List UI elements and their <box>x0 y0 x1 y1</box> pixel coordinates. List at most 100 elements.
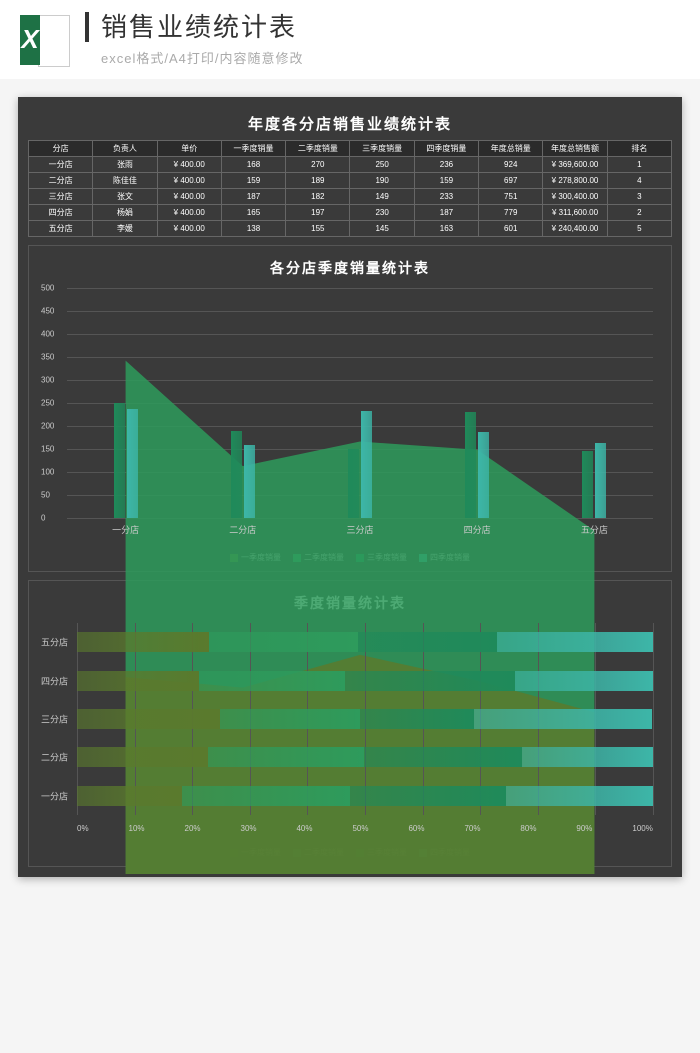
table-header: 年度总销售额 <box>543 141 607 157</box>
x-tick: 100% <box>632 824 652 833</box>
table-cell: 二分店 <box>29 173 93 189</box>
table-header: 年度总销量 <box>479 141 543 157</box>
table-cell: 230 <box>350 205 414 221</box>
bar-segment <box>522 747 653 767</box>
table-cell: 5 <box>607 221 671 237</box>
table-cell: 187 <box>414 205 478 221</box>
table-cell: 779 <box>479 205 543 221</box>
bar-segment <box>364 747 521 767</box>
main-content: 年度各分店销售业绩统计表 分店负责人单价一季度销量二季度销量三季度销量四季度销量… <box>0 79 700 895</box>
page-title: 销售业绩统计表 <box>85 12 680 42</box>
x-label: 一分店 <box>112 523 139 536</box>
chart1: 050100150200250300350400450500 一分店二分店三分店… <box>67 288 653 548</box>
bar-segment <box>358 632 497 652</box>
table-cell: 165 <box>221 205 285 221</box>
table-cell: 924 <box>479 157 543 173</box>
table-row: 五分店李媛¥ 400.00138155145163601¥ 240,400.00… <box>29 221 672 237</box>
table-cell: 138 <box>221 221 285 237</box>
y-tick: 150 <box>41 445 54 454</box>
y-tick: 350 <box>41 353 54 362</box>
table-cell: 189 <box>286 173 350 189</box>
stacked-bar-row: 三分店 <box>77 709 653 729</box>
x-tick: 70% <box>464 824 480 833</box>
table-cell: ¥ 400.00 <box>157 189 221 205</box>
table-header: 四季度销量 <box>414 141 478 157</box>
bar <box>127 409 138 518</box>
table-cell: ¥ 300,400.00 <box>543 189 607 205</box>
x-tick: 40% <box>296 824 312 833</box>
table-cell: 159 <box>221 173 285 189</box>
bar-group <box>465 412 489 518</box>
y-tick: 50 <box>41 491 50 500</box>
y-tick: 300 <box>41 376 54 385</box>
y-tick: 250 <box>41 399 54 408</box>
x-label: 四分店 <box>464 523 491 536</box>
table-cell: 751 <box>479 189 543 205</box>
y-tick: 500 <box>41 284 54 293</box>
table-cell: ¥ 400.00 <box>157 221 221 237</box>
table-cell: ¥ 278,800.00 <box>543 173 607 189</box>
table-header: 负责人 <box>93 141 157 157</box>
chart1-bars <box>67 288 653 518</box>
y-label: 三分店 <box>41 712 68 725</box>
bar <box>231 431 242 518</box>
table-row: 三分店张文¥ 400.00187182149233751¥ 300,400.00… <box>29 189 672 205</box>
y-tick: 400 <box>41 330 54 339</box>
x-tick: 80% <box>520 824 536 833</box>
y-tick: 100 <box>41 468 54 477</box>
y-tick: 0 <box>41 514 45 523</box>
table-cell: 一分店 <box>29 157 93 173</box>
table-cell: 三分店 <box>29 189 93 205</box>
y-label: 四分店 <box>41 674 68 687</box>
x-label: 五分店 <box>581 523 608 536</box>
table-cell: 163 <box>414 221 478 237</box>
y-label: 一分店 <box>41 789 68 802</box>
chart2-xlabels: 0%10%20%30%40%50%60%70%80%90%100% <box>77 824 653 833</box>
x-tick: 30% <box>241 824 257 833</box>
stacked-bar-row: 一分店 <box>77 786 653 806</box>
x-tick: 90% <box>576 824 592 833</box>
table-cell: ¥ 400.00 <box>157 173 221 189</box>
bar-group <box>348 411 372 518</box>
table-cell: ¥ 369,600.00 <box>543 157 607 173</box>
x-tick: 50% <box>352 824 368 833</box>
chart2-rows: 五分店四分店三分店二分店一分店 <box>77 623 653 815</box>
x-tick: 20% <box>185 824 201 833</box>
bar <box>478 432 489 518</box>
page-subtitle: excel格式/A4打印/内容随意修改 <box>85 48 680 67</box>
bar-segment <box>506 786 653 806</box>
excel-sheet: 年度各分店销售业绩统计表 分店负责人单价一季度销量二季度销量三季度销量四季度销量… <box>18 97 682 877</box>
bar-group <box>114 403 138 518</box>
table-cell: 236 <box>414 157 478 173</box>
bar-segment <box>77 709 220 729</box>
table-cell: 四分店 <box>29 205 93 221</box>
table-cell: 4 <box>607 173 671 189</box>
table-cell: 197 <box>286 205 350 221</box>
table-cell: 张文 <box>93 189 157 205</box>
table-header: 二季度销量 <box>286 141 350 157</box>
table-row: 二分店陈佳佳¥ 400.00159189190159697¥ 278,800.0… <box>29 173 672 189</box>
table-cell: 杨娟 <box>93 205 157 221</box>
table-header: 分店 <box>29 141 93 157</box>
x-tick: 10% <box>129 824 145 833</box>
bar-segment <box>350 786 506 806</box>
bar-segment <box>77 747 208 767</box>
bar-segment <box>474 709 653 729</box>
bar <box>361 411 372 518</box>
table-cell: 182 <box>286 189 350 205</box>
bar <box>595 443 606 518</box>
stacked-bar-row: 五分店 <box>77 632 653 652</box>
table-cell: ¥ 400.00 <box>157 205 221 221</box>
bar <box>465 412 476 518</box>
chart1-title: 各分店季度销量统计表 <box>37 254 663 282</box>
table-title: 年度各分店销售业绩统计表 <box>28 107 672 140</box>
excel-icon <box>20 15 70 65</box>
table-cell: 1 <box>607 157 671 173</box>
y-tick: 200 <box>41 422 54 431</box>
table-cell: 168 <box>221 157 285 173</box>
page-header: 销售业绩统计表 excel格式/A4打印/内容随意修改 <box>0 0 700 79</box>
table-cell: 陈佳佳 <box>93 173 157 189</box>
stacked-bar-row: 二分店 <box>77 747 653 767</box>
bar-segment <box>209 632 358 652</box>
bar-group <box>231 431 255 518</box>
